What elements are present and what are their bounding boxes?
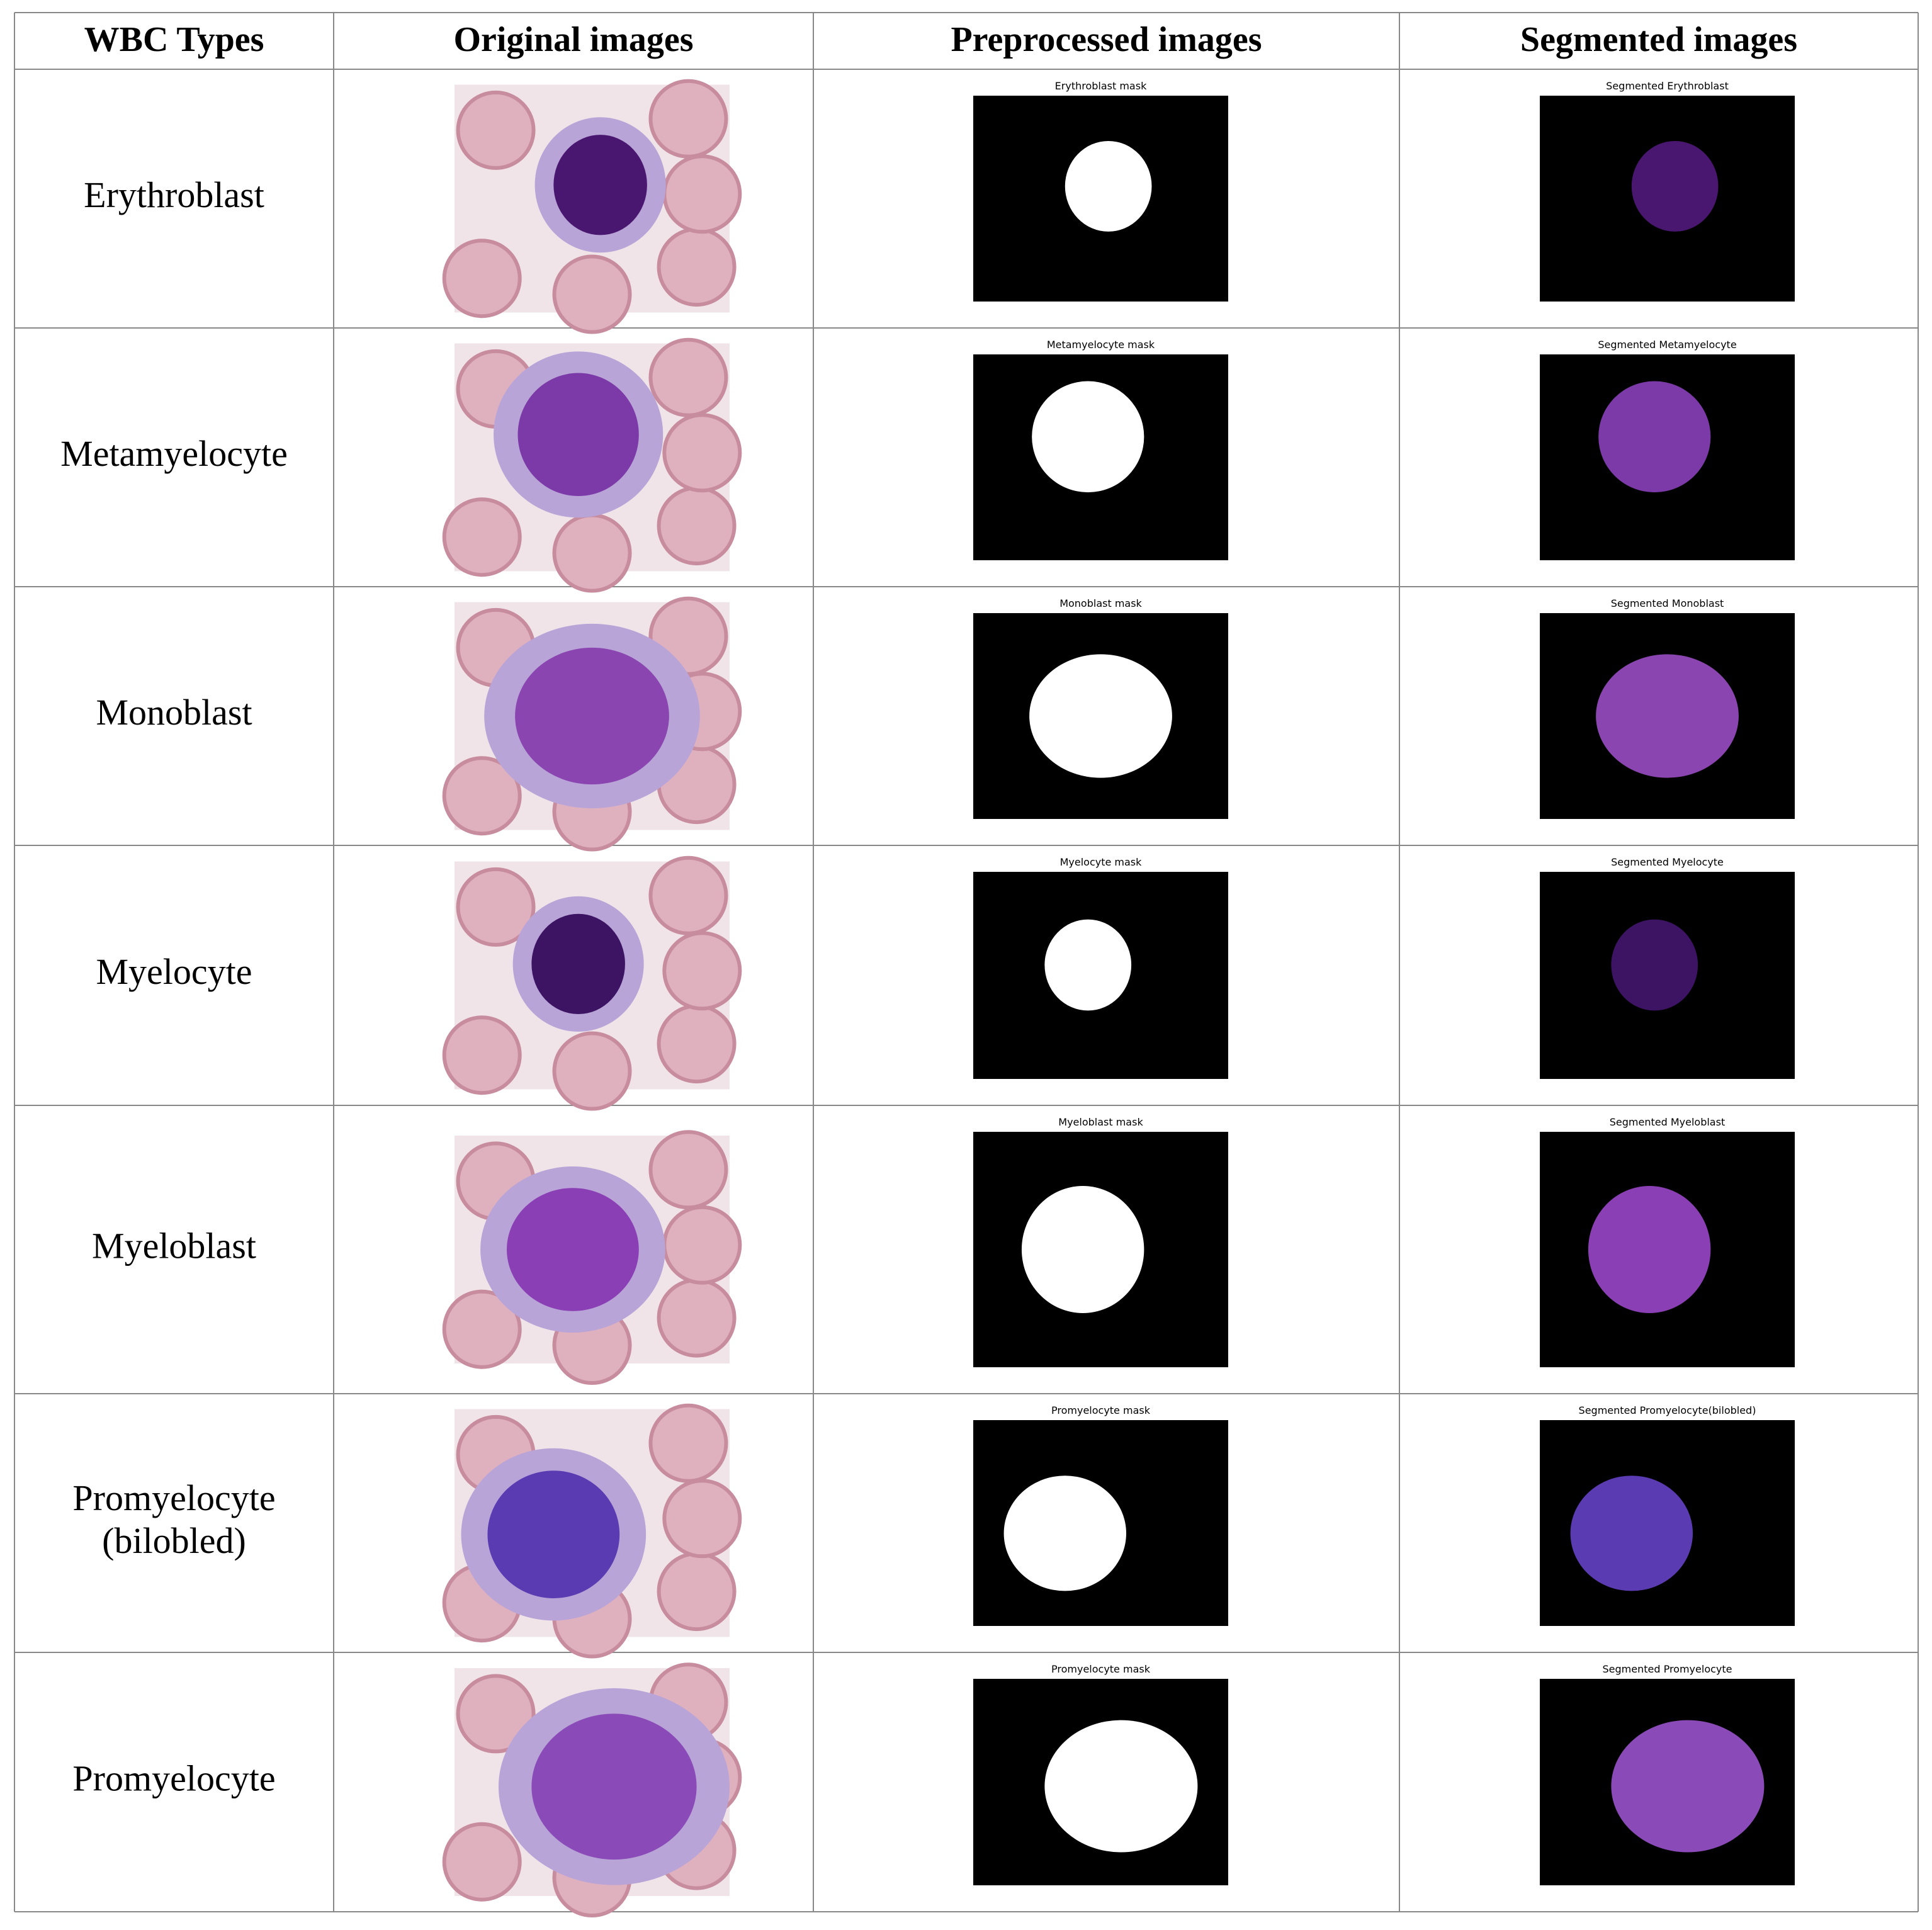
row-label: Metamyelocyte [60,433,288,474]
mask-caption: Promyelocyte mask [1051,1663,1151,1675]
segmented-caption: Segmented Metamyelocyte [1598,339,1736,351]
row-label: Monoblast [96,692,252,733]
nucleus [531,1713,697,1860]
red-blood-cell [657,486,737,566]
segmented-caption: Segmented Monoblast [1611,597,1724,609]
red-blood-cell [552,1031,632,1111]
original-image [442,1662,742,1918]
segmented-caption: Segmented Erythroblast [1606,80,1729,92]
mask-blob [1003,1476,1127,1591]
column-header: Original images [453,20,693,59]
nucleus [487,1470,620,1598]
red-blood-cell [662,154,742,234]
red-blood-cell [456,90,536,170]
nucleus [507,1188,639,1311]
row-label: Promyelocyte [72,1758,275,1798]
original-image [442,855,742,1111]
row-label: Myeloblast [92,1225,256,1266]
red-blood-cell [456,1674,536,1754]
row-label: (bilobled) [102,1520,246,1561]
red-blood-cell [657,1278,737,1358]
column-header: WBC Types [84,20,264,59]
mask-blob [1044,1720,1198,1853]
nucleus [553,135,647,235]
red-blood-cell [662,1205,742,1285]
segmented-caption: Segmented Promyelocyte [1603,1663,1732,1675]
row-label: Promyelocyte [72,1477,275,1518]
mask-caption: Promyelocyte mask [1051,1404,1151,1416]
mask-caption: Myelocyte mask [1060,856,1143,868]
segmented-caption: Segmented Myeloblast [1610,1116,1725,1128]
red-blood-cell [552,254,632,334]
red-blood-cell [657,227,737,307]
original-image [442,1403,742,1659]
original-image [442,1130,742,1385]
mask-caption: Myeloblast mask [1058,1116,1143,1128]
mask-caption: Erythroblast mask [1055,80,1147,92]
red-blood-cell [442,239,522,319]
segmented-blob [1611,919,1698,1011]
red-blood-cell [456,867,536,947]
red-blood-cell [442,1289,522,1369]
red-blood-cell [662,413,742,493]
mask-blob [1021,1186,1144,1313]
red-blood-cell [442,1822,522,1902]
row-label: Erythroblast [84,174,264,215]
red-blood-cell [648,855,728,935]
segmented-caption: Segmented Promyelocyte(bilobled) [1579,1404,1756,1416]
segmented-caption: Segmented Myelocyte [1611,856,1724,868]
mask-blob [1029,654,1172,778]
original-image [442,337,742,593]
red-blood-cell [648,79,728,159]
segmented-blob [1598,381,1711,493]
row-label: Myelocyte [96,951,252,992]
red-blood-cell [442,497,522,577]
red-blood-cell [662,931,742,1011]
red-blood-cell [442,756,522,836]
red-blood-cell [657,1552,737,1632]
segmented-blob [1588,1186,1711,1313]
segmented-blob [1631,140,1719,232]
segmented-blob [1570,1476,1693,1591]
mask-blob [1032,381,1144,493]
nucleus [517,373,639,497]
mask-blob [1065,140,1152,232]
mask-caption: Monoblast mask [1059,597,1142,609]
nucleus [515,647,669,785]
red-blood-cell [657,1004,737,1084]
red-blood-cell [552,513,632,593]
segmented-blob [1596,654,1739,778]
red-blood-cell [648,1130,728,1210]
red-blood-cell [442,1015,522,1095]
column-header: Segmented images [1520,20,1797,59]
red-blood-cell [648,337,728,417]
mask-caption: Metamyelocyte mask [1047,339,1155,351]
red-blood-cell [648,1403,728,1483]
nucleus [531,913,625,1015]
column-header: Preprocessed images [951,20,1262,59]
segmented-blob [1611,1720,1765,1853]
red-blood-cell [662,1479,742,1559]
original-image [442,79,742,334]
original-image [442,596,742,852]
mask-blob [1044,919,1132,1011]
